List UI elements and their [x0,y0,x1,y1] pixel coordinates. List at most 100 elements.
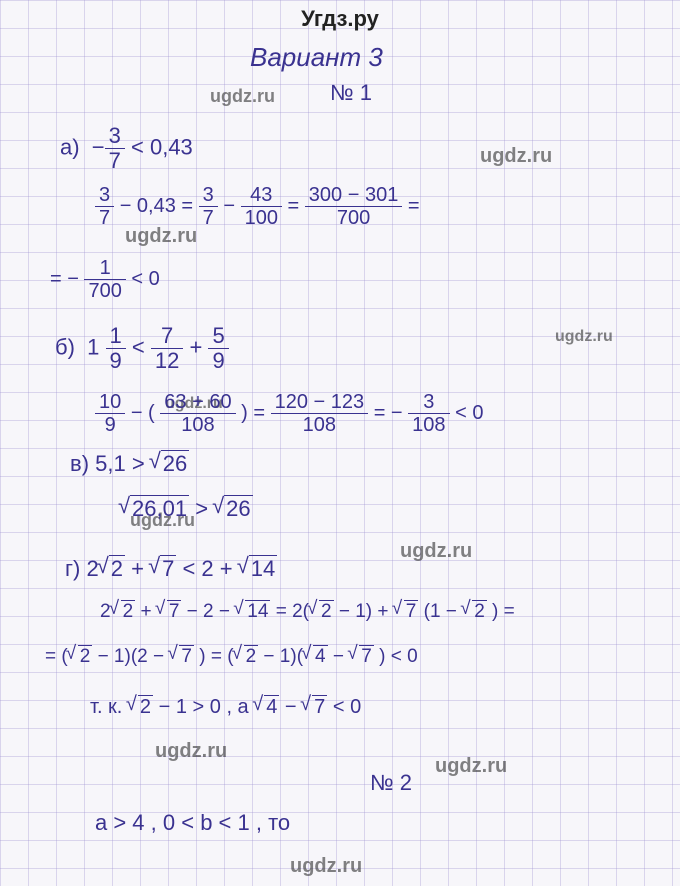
text: = [288,195,305,217]
radicand: 2 [244,645,259,668]
text: ) = [241,402,270,424]
text: − 2 − [187,601,236,622]
text: − 0,43 = [120,195,199,217]
text: < [132,334,151,359]
fraction-den: 7 [199,207,218,228]
site-header: Угдз.ру [0,6,680,32]
text: − 1 > 0 , а [159,696,255,718]
watermark: ugdz.ru [210,86,275,107]
watermark: ugdz.ru [125,225,197,248]
fraction-num: 3 [95,185,114,207]
fraction-num: 3 [105,125,125,149]
text: − 1)(2 − [98,646,170,667]
radicand: 26 [161,450,189,477]
watermark: ugdz.ru [400,540,472,563]
fraction-num: 7 [151,325,183,349]
text: ) < 0 [379,646,418,667]
radicand: 2 [138,695,153,719]
fraction-num: 10 [95,392,125,414]
fraction-den: 700 [84,280,125,301]
fraction-num: 1 [84,258,125,280]
watermark: ugdz.ru [155,740,227,763]
task-2-label: № 2 [370,770,412,796]
text: = − [50,268,79,290]
text: = − [374,402,403,424]
text: 5,1 > [95,451,151,476]
text: = [408,195,420,217]
fraction-num: 3 [199,185,218,207]
text: < 2 + [182,556,238,581]
fraction-num: 3 [408,392,449,414]
item-b-label: б) [55,334,75,359]
item-b: б) 1 19 < 712 + 59 [55,325,229,372]
radicand: 26 [224,495,252,522]
radicand: 7 [359,645,374,668]
fraction-den: 108 [271,414,369,435]
item-a-work-1: 37 − 0,43 = 37 − 43100 = 300 − 301700 = [95,185,420,228]
radicand: 7 [179,645,194,668]
item-a-label: а) [60,134,80,159]
text: < 0 [131,268,159,290]
text: < 0,43 [131,134,193,159]
item-d-work-3: т. к. 2 − 1 > 0 , а 4 − 7 < 0 [90,695,361,719]
fraction-num: 120 − 123 [271,392,369,414]
radicand: 7 [167,600,182,623]
radicand: 2 [319,600,334,623]
radicand: 2 [472,600,487,623]
item-d-work-2: = (2 − 1)(2 − 7 ) = (2 − 1)(4 − 7 ) < 0 [45,645,418,668]
text: ) = [492,601,515,622]
radicand: 4 [264,695,279,719]
radicand: 2 [78,645,93,668]
task-2-line: a > 4 , 0 < b < 1 , то [95,810,290,836]
fraction-num: 300 − 301 [305,185,403,207]
text: + [190,334,209,359]
fraction-den: 100 [241,207,282,228]
text: т. к. [90,696,128,718]
text: = 2( [276,601,309,622]
radicand: 4 [313,645,328,668]
text: ) = ( [199,646,233,667]
radicand: 26,01 [130,495,189,522]
fraction-den: 12 [151,349,183,372]
text: (1 − [424,601,463,622]
fraction-den: 108 [160,414,235,435]
radicand: 14 [245,600,270,623]
text: − 1) + [339,601,394,622]
radicand: 7 [160,555,176,582]
fraction-den: 108 [408,414,449,435]
watermark: ugdz.ru [480,145,552,168]
watermark: ugdz.ru [555,328,613,346]
fraction-num: 5 [208,325,228,349]
text: − ( [131,402,155,424]
item-d-label: г) [65,556,80,581]
fraction-num: 1 [106,325,126,349]
page-title: Вариант 3 [250,42,383,73]
fraction-num: 63 + 60 [160,392,235,414]
radicand: 7 [404,600,419,623]
watermark: ugdz.ru [290,855,362,878]
fraction-den: 9 [208,349,228,372]
text: < 0 [455,402,483,424]
text: = ( [45,646,68,667]
watermark: ugdz.ru [435,755,507,778]
radicand: 14 [249,555,277,582]
text: < 0 [333,696,361,718]
radicand: 7 [312,695,327,719]
fraction-den: 7 [95,207,114,228]
fraction-num: 43 [241,185,282,207]
text: 1 [87,334,99,359]
fraction-den: 9 [106,349,126,372]
item-c: в) 5,1 > 26 [70,450,189,477]
fraction-den: 7 [105,149,125,172]
item-a: а) −37 < 0,43 [60,125,193,172]
item-c-work: 26,01 > 26 [120,495,253,522]
fraction-den: 700 [305,207,403,228]
item-d-work-1: 22 + 7 − 2 − 14 = 2(2 − 1) + 7 (1 − 2 ) … [100,600,515,623]
item-a-work-2: = − 1700 < 0 [50,258,160,301]
item-c-label: в) [70,451,89,476]
text: − [223,195,240,217]
radicand: 2 [109,555,125,582]
item-d: г) 22 + 7 < 2 + 14 [65,555,277,582]
item-b-work: 109 − ( 63 + 60108 ) = 120 − 123108 = − … [95,392,483,435]
text: − 1)( [263,646,303,667]
